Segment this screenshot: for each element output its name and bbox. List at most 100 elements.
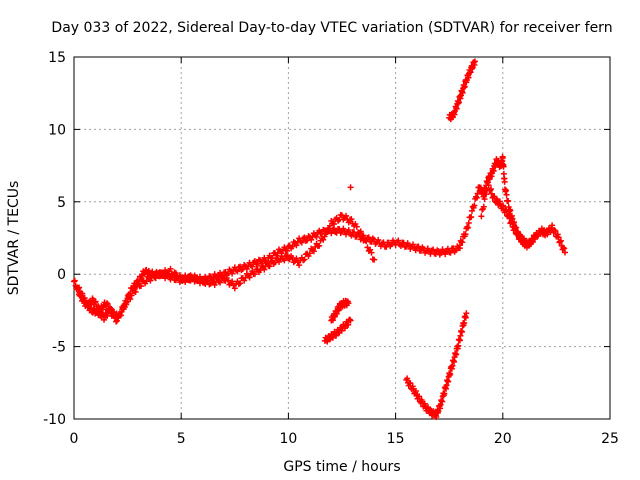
trace-b-point bbox=[325, 227, 332, 234]
trace-g-point bbox=[345, 321, 352, 328]
trace-b-point bbox=[330, 221, 337, 228]
trace-d-point bbox=[485, 182, 492, 189]
trace-b-point bbox=[348, 216, 355, 223]
trace-f-point bbox=[455, 342, 462, 349]
trace-b-point bbox=[113, 317, 120, 324]
trace-c-point bbox=[554, 231, 561, 238]
trace-d-point bbox=[499, 203, 506, 210]
trace-f-point bbox=[439, 398, 446, 405]
trace-d-point bbox=[483, 191, 490, 198]
y-tick-label: 0 bbox=[57, 267, 66, 283]
x-tick-label: 25 bbox=[601, 431, 619, 447]
trace-g-point bbox=[347, 317, 354, 324]
trace-d-point bbox=[503, 207, 510, 214]
outlier-point bbox=[347, 184, 354, 191]
trace-c-point bbox=[459, 239, 466, 246]
trace-f-point bbox=[463, 310, 470, 317]
trace-b-point bbox=[316, 242, 323, 249]
trace-c-point bbox=[462, 231, 469, 238]
trace-a-point bbox=[447, 249, 454, 256]
trace-f-point bbox=[412, 388, 419, 395]
trace-d-point bbox=[481, 196, 488, 203]
trace-b-point bbox=[310, 248, 317, 255]
trace-d-point bbox=[500, 202, 507, 209]
trace-b-point bbox=[229, 278, 236, 285]
trace-b-point bbox=[237, 280, 244, 287]
trace-b-point bbox=[320, 236, 327, 243]
trace-f-point bbox=[433, 413, 440, 420]
trace-a-point bbox=[71, 278, 77, 285]
trace-c-point bbox=[549, 222, 556, 229]
trace-a-point bbox=[442, 251, 449, 258]
trace-a-point bbox=[298, 239, 305, 246]
trace-b-point bbox=[127, 296, 134, 303]
trace-b-point bbox=[111, 310, 118, 317]
trace-d-point bbox=[496, 198, 503, 205]
trace-d-point bbox=[522, 240, 529, 247]
trace-c-point bbox=[557, 237, 564, 244]
trace-c-point bbox=[471, 202, 478, 209]
trace-b-point bbox=[353, 223, 360, 230]
y-axis-label: SDTVAR / TECUs bbox=[6, 181, 22, 296]
trace-d-point bbox=[487, 187, 494, 194]
trace-a-point bbox=[281, 244, 288, 251]
plot-frame bbox=[73, 56, 611, 420]
trace-f-point bbox=[421, 400, 428, 407]
y-tick-label: -10 bbox=[43, 412, 66, 428]
trace-e-point bbox=[471, 58, 478, 65]
trace-c-point bbox=[531, 236, 538, 243]
trace-c-point bbox=[551, 227, 558, 234]
trace-c-point bbox=[503, 191, 510, 198]
trace-a-point bbox=[71, 277, 78, 284]
trace-b-point bbox=[117, 312, 124, 319]
trace-c-point bbox=[500, 163, 507, 170]
x-tick-label: 20 bbox=[494, 431, 512, 447]
trace-c-point bbox=[464, 224, 471, 231]
trace-b-point bbox=[170, 272, 177, 279]
trace-e-point bbox=[461, 83, 468, 90]
trace-f-point bbox=[407, 380, 414, 387]
trace-f-point bbox=[461, 319, 468, 326]
trace-b-point bbox=[368, 249, 375, 256]
trace-b-point bbox=[296, 262, 303, 269]
trace-b-point bbox=[104, 312, 111, 319]
trace-a-point bbox=[395, 237, 402, 244]
trace-b-point bbox=[199, 275, 206, 282]
trace-b-point bbox=[84, 299, 91, 306]
trace-b-point bbox=[359, 233, 366, 240]
trace-c-point bbox=[490, 167, 497, 174]
trace-c-point bbox=[557, 238, 564, 245]
trace-a-point bbox=[410, 241, 417, 248]
trace-b-point bbox=[147, 277, 154, 284]
trace-d-point bbox=[517, 232, 524, 239]
data-points bbox=[71, 58, 568, 420]
trace-c-point bbox=[473, 193, 479, 200]
x-tick-label: 15 bbox=[387, 431, 405, 447]
trace-h-point bbox=[345, 300, 352, 307]
trace-b-point bbox=[152, 275, 159, 282]
trace-f-point bbox=[424, 405, 431, 412]
x-tick-label: 0 bbox=[70, 431, 79, 447]
trace-d-point bbox=[502, 206, 509, 213]
trace-c-point bbox=[465, 220, 472, 227]
trace-b-point bbox=[75, 285, 82, 292]
trace-b-point bbox=[79, 290, 86, 297]
trace-g-point bbox=[326, 336, 333, 343]
y-tick-label: 10 bbox=[48, 122, 66, 138]
y-tick-label: 5 bbox=[57, 195, 66, 211]
trace-f-point bbox=[441, 390, 448, 397]
trace-a-point bbox=[104, 301, 111, 308]
trace-b-point bbox=[211, 281, 218, 288]
trace-b-point bbox=[357, 228, 364, 235]
trace-b-point bbox=[261, 266, 268, 273]
trace-d-point bbox=[508, 218, 515, 225]
trace-d-point bbox=[484, 179, 491, 186]
trace-a-point bbox=[365, 234, 372, 241]
trace-b-point bbox=[109, 306, 116, 313]
trace-g-point bbox=[341, 325, 348, 332]
y-tick-label: -5 bbox=[52, 340, 66, 356]
trace-b-point bbox=[293, 255, 300, 262]
trace-b-point bbox=[301, 256, 308, 263]
trace-d-point bbox=[480, 203, 487, 210]
trace-c-point bbox=[555, 234, 562, 241]
